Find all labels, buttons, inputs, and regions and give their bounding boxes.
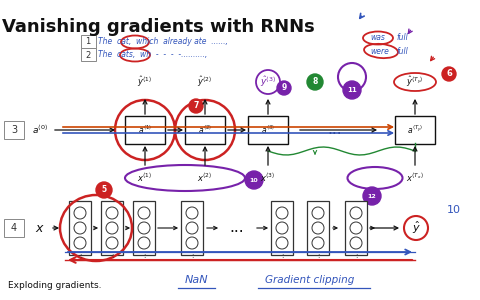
- Text: $\hat{y}^{\langle T_y \rangle}$: $\hat{y}^{\langle T_y \rangle}$: [406, 75, 424, 89]
- FancyBboxPatch shape: [133, 201, 155, 255]
- Text: $\hat{y}$: $\hat{y}$: [411, 220, 420, 236]
- Text: 10: 10: [447, 205, 461, 215]
- FancyBboxPatch shape: [185, 116, 225, 144]
- Circle shape: [277, 81, 291, 95]
- FancyBboxPatch shape: [101, 201, 123, 255]
- Text: 7: 7: [193, 101, 199, 110]
- Text: $x^{\langle 2 \rangle}$: $x^{\langle 2 \rangle}$: [197, 172, 213, 184]
- Text: 12: 12: [368, 194, 376, 199]
- FancyBboxPatch shape: [81, 35, 96, 48]
- Text: was: was: [370, 34, 385, 43]
- Text: 11: 11: [347, 87, 357, 93]
- FancyBboxPatch shape: [81, 48, 96, 61]
- Text: 1: 1: [85, 38, 91, 46]
- FancyBboxPatch shape: [125, 116, 165, 144]
- FancyBboxPatch shape: [248, 116, 288, 144]
- Text: :: :: [191, 253, 193, 259]
- Text: 8: 8: [312, 77, 318, 86]
- FancyBboxPatch shape: [395, 116, 435, 144]
- Text: 5: 5: [101, 185, 107, 194]
- Text: $\hat{y}^{\langle 1 \rangle}$: $\hat{y}^{\langle 1 \rangle}$: [137, 75, 153, 89]
- Text: $x^{\langle 1 \rangle}$: $x^{\langle 1 \rangle}$: [137, 172, 153, 184]
- Circle shape: [189, 99, 203, 113]
- Text: 2: 2: [85, 50, 91, 59]
- Circle shape: [343, 81, 361, 99]
- Text: $a^{\langle 2 \rangle}$: $a^{\langle 2 \rangle}$: [198, 124, 212, 136]
- Circle shape: [442, 67, 456, 81]
- Text: The  cats,  wh  -  -  -  -..........,: The cats, wh - - - -..........,: [98, 50, 207, 59]
- Text: :: :: [317, 253, 319, 259]
- Text: $a^{\langle T_y \rangle}$: $a^{\langle T_y \rangle}$: [407, 124, 423, 136]
- Text: 6: 6: [446, 70, 452, 79]
- Text: $a^{\langle 3 \rangle}$: $a^{\langle 3 \rangle}$: [261, 124, 275, 136]
- Text: :: :: [111, 253, 113, 259]
- Circle shape: [363, 187, 381, 205]
- Text: Gradient clipping: Gradient clipping: [265, 275, 354, 285]
- Text: The  cat,  which  already ate  ......,: The cat, which already ate ......,: [98, 38, 228, 46]
- Text: Vanishing gradients with RNNs: Vanishing gradients with RNNs: [2, 18, 315, 36]
- FancyBboxPatch shape: [345, 201, 367, 255]
- Text: :: :: [355, 253, 357, 259]
- Text: 9: 9: [281, 83, 287, 92]
- Text: 10: 10: [250, 178, 258, 182]
- Text: $x^{\langle T_x \rangle}$: $x^{\langle T_x \rangle}$: [406, 172, 424, 184]
- FancyBboxPatch shape: [271, 201, 293, 255]
- Text: $x$: $x$: [35, 221, 45, 235]
- FancyBboxPatch shape: [4, 219, 24, 237]
- Text: full: full: [396, 46, 408, 56]
- Circle shape: [307, 74, 323, 90]
- Text: were: were: [370, 46, 389, 56]
- Text: ...: ...: [328, 122, 342, 137]
- FancyBboxPatch shape: [4, 121, 24, 139]
- Text: $\hat{y}^{\langle 3 \rangle}$: $\hat{y}^{\langle 3 \rangle}$: [260, 75, 276, 89]
- Text: 3: 3: [11, 125, 17, 135]
- Text: :: :: [79, 253, 81, 259]
- Text: full: full: [396, 34, 408, 43]
- Text: NaN: NaN: [185, 275, 209, 285]
- Circle shape: [96, 182, 112, 198]
- Circle shape: [245, 171, 263, 189]
- Text: $\hat{y}^{\langle 2 \rangle}$: $\hat{y}^{\langle 2 \rangle}$: [197, 75, 213, 89]
- FancyBboxPatch shape: [307, 201, 329, 255]
- Text: $a^{\langle 1 \rangle}$: $a^{\langle 1 \rangle}$: [138, 124, 152, 136]
- Text: $a^{\langle 0 \rangle}$: $a^{\langle 0 \rangle}$: [32, 124, 48, 136]
- Text: ...: ...: [230, 220, 244, 236]
- Text: $x^{\langle 3 \rangle}$: $x^{\langle 3 \rangle}$: [260, 172, 276, 184]
- FancyBboxPatch shape: [69, 201, 91, 255]
- Text: :: :: [281, 253, 283, 259]
- Text: 4: 4: [11, 223, 17, 233]
- Text: :: :: [143, 253, 145, 259]
- FancyBboxPatch shape: [181, 201, 203, 255]
- Text: Exploding gradients.: Exploding gradients.: [8, 280, 101, 290]
